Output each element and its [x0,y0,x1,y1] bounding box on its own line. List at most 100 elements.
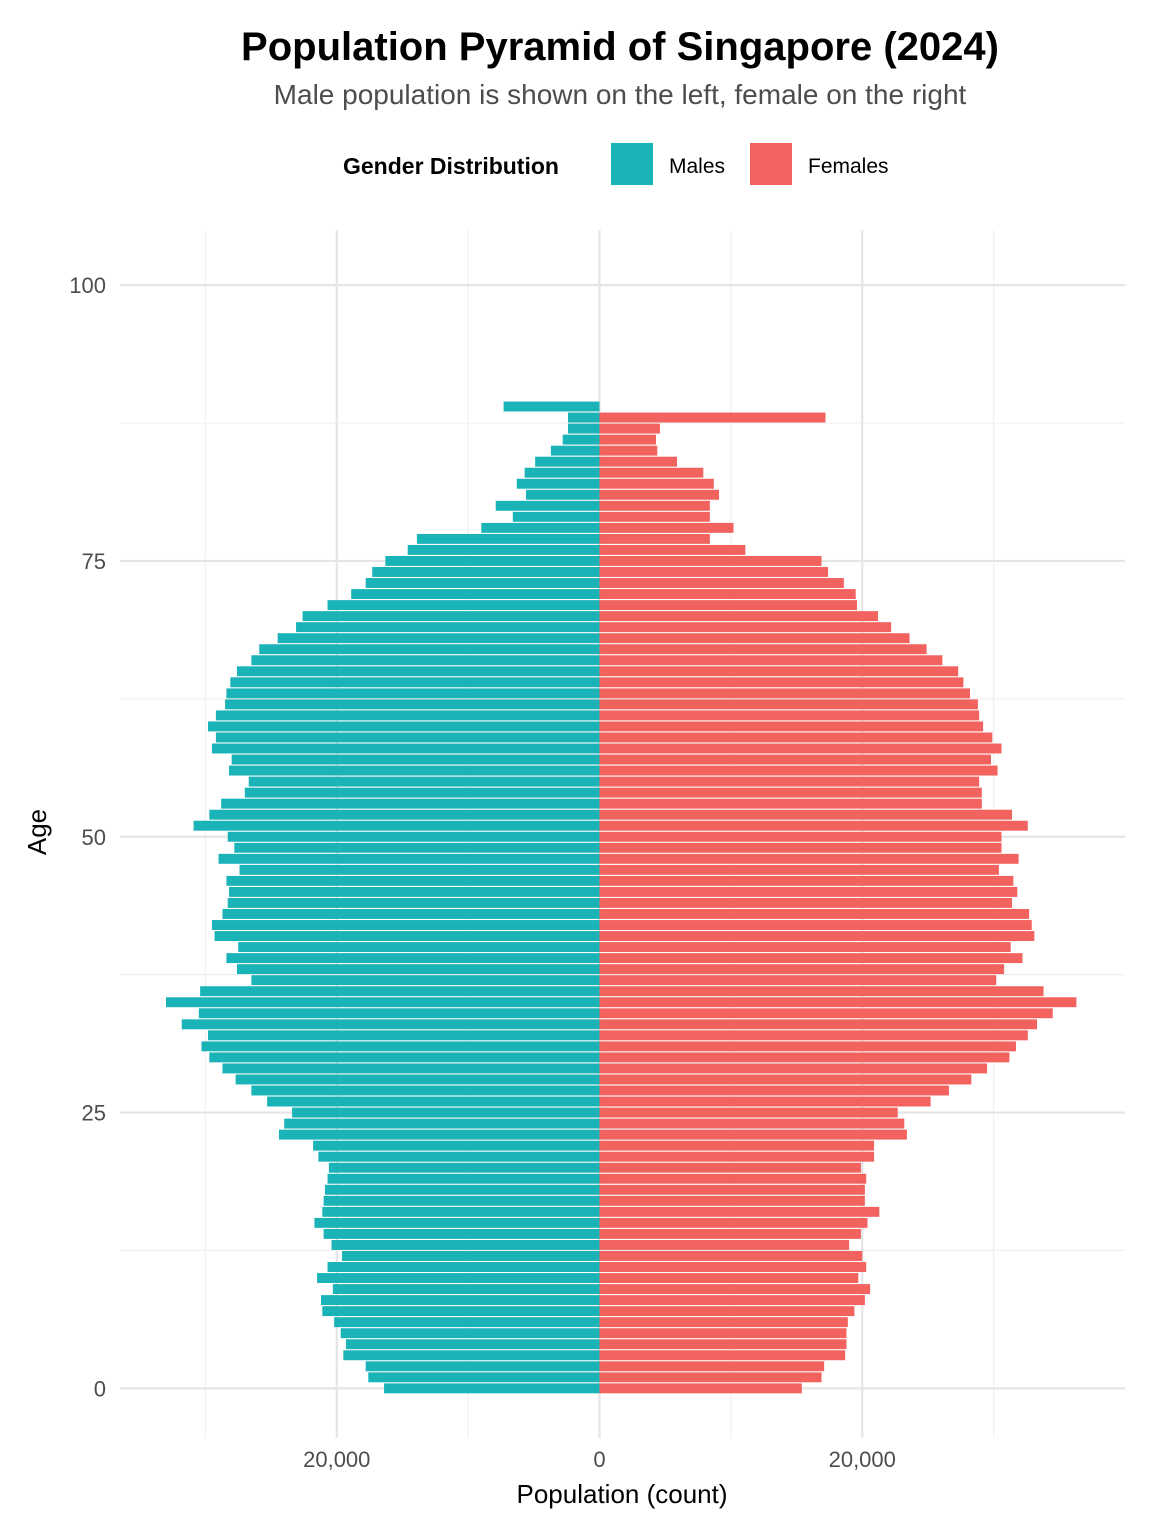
male-bar-age-19 [327,1173,600,1184]
male-bar-age-31 [201,1041,600,1052]
male-bar-age-73 [365,578,600,588]
female-bar-age-63 [599,688,970,699]
female-bar-age-36 [599,986,1044,997]
male-bar-age-55 [248,776,600,787]
female-bar-age-73 [599,578,844,588]
male-bar-age-34 [198,1008,600,1019]
female-bar-age-76 [599,544,746,555]
female-bar-age-20 [599,1162,861,1173]
male-bar-age-62 [225,699,600,710]
male-bar-age-30 [209,1052,600,1063]
female-bar-age-18 [599,1184,865,1195]
female-bar-age-61 [599,710,980,721]
female-bar-age-17 [599,1195,865,1206]
female-bar-age-44 [599,897,1013,908]
male-bar-age-77 [416,533,600,544]
male-bar-age-64 [230,677,600,688]
male-bar-age-59 [215,732,600,743]
male-bar-age-78 [481,522,600,533]
male-bar-age-83 [524,467,600,478]
female-bar-age-10 [599,1273,859,1284]
female-bar-age-52 [599,809,1013,820]
male-bar-age-16 [322,1206,600,1217]
y-axis-title: Age [22,809,52,855]
male-bar-age-1 [368,1372,600,1383]
male-bar-age-5 [340,1328,600,1339]
female-bar-age-23 [599,1129,907,1140]
male-bar-age-54 [244,787,600,798]
male-bar-age-72 [351,589,600,600]
male-bar-age-86 [562,434,600,445]
male-bar-age-75 [385,555,600,566]
male-bar-age-6 [334,1317,600,1328]
female-bar-age-19 [599,1173,867,1184]
female-bar-age-49 [599,842,1002,853]
female-bar-age-37 [599,975,997,986]
male-bar-age-20 [328,1162,600,1173]
female-bar-age-41 [599,931,1035,942]
female-bar-age-57 [599,754,991,765]
male-bar-age-0 [384,1383,600,1394]
female-bar-age-67 [599,644,927,655]
x-tick-label: 20,000 [829,1447,896,1472]
female-bar-age-66 [599,655,943,666]
male-bar-age-9 [332,1284,600,1295]
male-bar-age-41 [214,931,600,942]
male-bar-age-49 [234,842,600,853]
female-bar-age-46 [599,875,1014,886]
y-tick-label: 75 [82,549,106,574]
female-bar-age-33 [599,1019,1037,1030]
male-bar-age-27 [251,1085,600,1096]
male-bar-age-46 [226,875,600,886]
male-bar-age-71 [327,600,600,611]
female-bar-age-26 [599,1096,931,1107]
legend-swatch-males [611,143,653,185]
female-bar-age-32 [599,1030,1028,1041]
male-bar-age-39 [226,953,600,964]
y-tick-label: 0 [94,1376,106,1401]
female-bar-age-34 [599,1008,1053,1019]
female-bar-age-55 [599,776,980,787]
female-bar-age-3 [599,1350,846,1361]
female-bar-age-71 [599,600,857,611]
male-bar-age-58 [211,743,600,754]
male-bar-age-10 [317,1273,600,1284]
female-bar-age-39 [599,953,1023,964]
female-bar-age-84 [599,456,678,467]
male-bar-age-79 [512,511,600,522]
legend-label-females: Females [808,155,889,178]
female-bar-age-21 [599,1151,875,1162]
bars [165,401,1077,1394]
chart-title: Population Pyramid of Singapore (2024) [241,25,999,69]
female-bar-age-87 [599,423,660,434]
female-bar-age-22 [599,1140,875,1151]
male-bar-age-84 [535,456,600,467]
male-bar-age-33 [181,1019,600,1030]
female-bar-age-74 [599,567,829,577]
male-bar-age-69 [296,622,600,633]
female-bar-age-45 [599,886,1018,897]
male-bar-age-57 [231,754,600,765]
female-bar-age-15 [599,1217,868,1228]
male-bar-age-17 [323,1195,600,1206]
male-bar-age-18 [324,1184,600,1195]
female-bar-age-4 [599,1339,847,1350]
x-tick-label: 0 [593,1447,605,1472]
female-bar-age-1 [599,1372,822,1383]
female-bar-age-8 [599,1295,865,1306]
female-bar-age-13 [599,1239,850,1250]
male-bar-age-60 [208,721,600,732]
male-bar-age-81 [525,489,600,500]
female-bar-age-51 [599,820,1028,831]
male-bar-age-63 [226,688,600,699]
legend-label-males: Males [669,155,725,178]
female-bar-age-42 [599,920,1032,930]
male-bar-age-52 [209,809,600,820]
female-bar-age-7 [599,1306,855,1317]
female-bar-age-29 [599,1063,988,1074]
x-axis-title: Population (count) [516,1479,727,1509]
male-bar-age-44 [227,897,600,908]
female-bar-age-35 [599,997,1077,1008]
